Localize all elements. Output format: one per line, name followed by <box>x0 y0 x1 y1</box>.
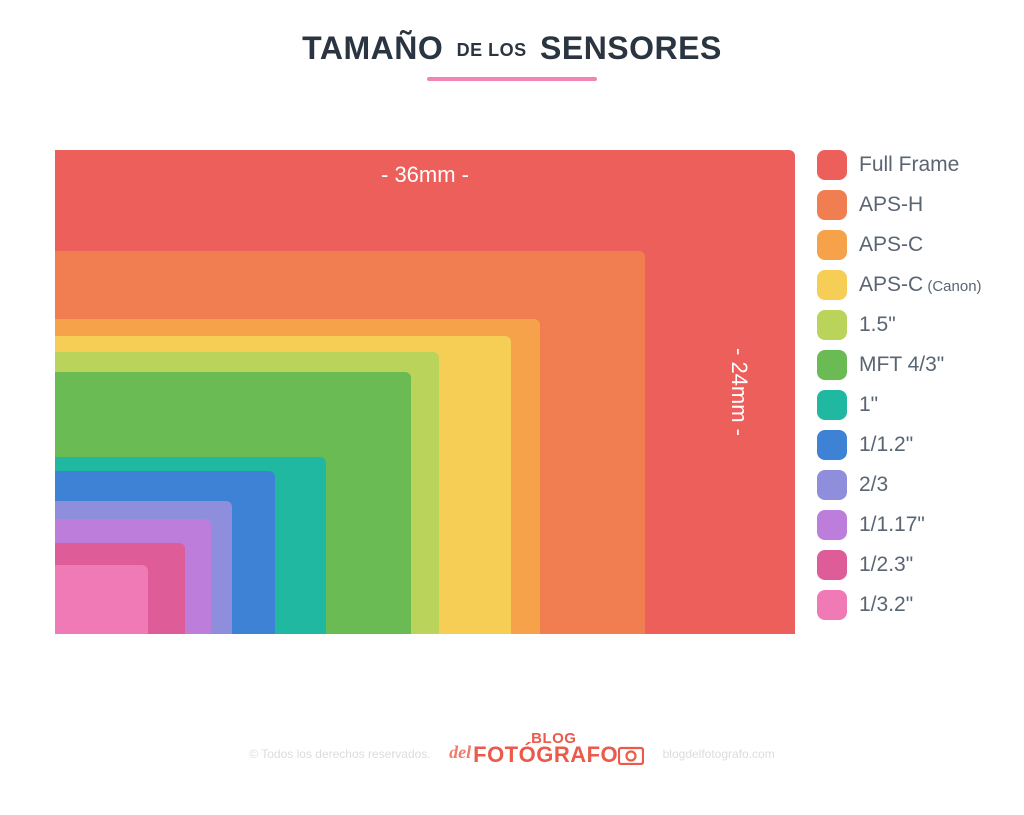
page-title: TAMAÑO DE LOS SENSORES <box>0 30 1024 67</box>
legend-swatch <box>817 150 847 180</box>
legend-item: 1/2.3" <box>817 550 982 580</box>
legend-swatch <box>817 190 847 220</box>
camera-icon <box>618 745 644 765</box>
legend-swatch <box>817 430 847 460</box>
legend-sublabel: (Canon) <box>923 278 981 295</box>
footer: © Todos los derechos reservados. del BLO… <box>0 732 1024 766</box>
blog-logo: del BLOG FOTÓGRAFO <box>449 732 644 766</box>
legend-item: Full Frame <box>817 150 982 180</box>
legend-label: APS-H <box>859 193 923 217</box>
dimension-top-label: - 36mm - <box>55 162 795 188</box>
legend-label: APS-C (Canon) <box>859 273 982 297</box>
legend-item: 1/3.2" <box>817 590 982 620</box>
title-part1: TAMAÑO <box>302 30 443 66</box>
logo-del: del <box>449 742 471 763</box>
legend-label: 1/1.2" <box>859 433 913 457</box>
logo-foto-text: FOTÓGRAFO <box>473 745 644 765</box>
legend-label: 1/2.3" <box>859 553 913 577</box>
title-block: TAMAÑO DE LOS SENSORES <box>0 0 1024 81</box>
title-mid: DE LOS <box>457 40 527 60</box>
legend-swatch <box>817 510 847 540</box>
legend-item: 1/1.2" <box>817 430 982 460</box>
legend-swatch <box>817 350 847 380</box>
legend-swatch <box>817 550 847 580</box>
legend-swatch <box>817 230 847 260</box>
footer-url: blogdelfotografo.com <box>663 747 775 761</box>
legend-item: 1" <box>817 390 982 420</box>
logo-foto-word: FOTÓGRAFO <box>473 742 618 767</box>
legend: Full Frame APS-H APS-C APS-C (Canon) 1.5" MFT… <box>817 150 982 630</box>
title-part2: SENSORES <box>540 30 722 66</box>
legend-label: Full Frame <box>859 153 959 177</box>
legend-swatch <box>817 270 847 300</box>
legend-item: 1.5" <box>817 310 982 340</box>
legend-item: APS-C (Canon) <box>817 270 982 300</box>
sensor-diagram: - 36mm - - 24mm - <box>55 150 795 634</box>
copyright-text: © Todos los derechos reservados. <box>249 747 430 761</box>
legend-swatch <box>817 390 847 420</box>
legend-item: APS-H <box>817 190 982 220</box>
legend-item: MFT 4/3" <box>817 350 982 380</box>
legend-label: 1/3.2" <box>859 593 913 617</box>
content-area: - 36mm - - 24mm - Full Frame APS-H APS-C AP… <box>55 150 982 634</box>
title-underline <box>427 77 597 81</box>
legend-item: 1/1.17" <box>817 510 982 540</box>
legend-label: 2/3 <box>859 473 888 497</box>
legend-swatch <box>817 310 847 340</box>
legend-label: 1/1.17" <box>859 513 925 537</box>
legend-label: 1.5" <box>859 313 896 337</box>
dimension-side-label: - 24mm - <box>726 348 752 436</box>
legend-swatch <box>817 470 847 500</box>
logo-main: BLOG FOTÓGRAFO <box>473 732 644 766</box>
legend-label: MFT 4/3" <box>859 353 944 377</box>
legend-item: 2/3 <box>817 470 982 500</box>
sensor-rect <box>55 565 148 634</box>
legend-swatch <box>817 590 847 620</box>
legend-item: APS-C <box>817 230 982 260</box>
legend-label: 1" <box>859 393 878 417</box>
legend-label: APS-C <box>859 233 923 257</box>
